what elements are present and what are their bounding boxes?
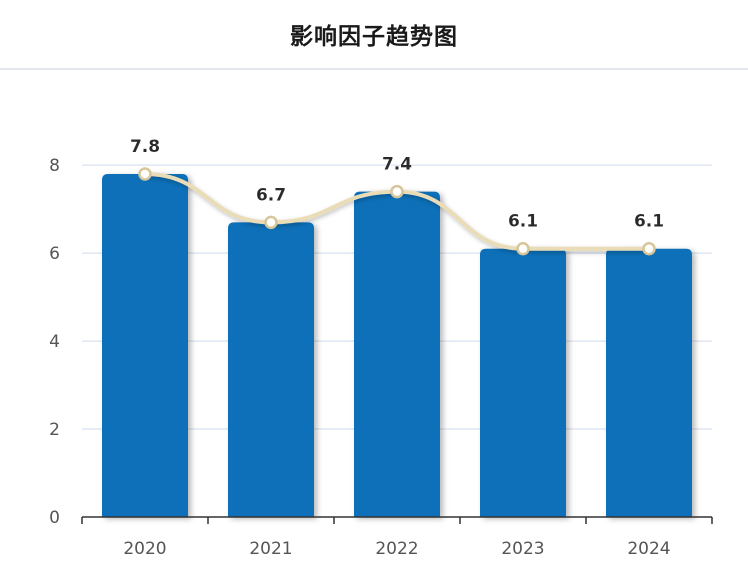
chart-title: 影响因子趋势图 xyxy=(290,24,458,50)
trend-point-2021 xyxy=(264,215,278,230)
y-tick-label-0: 0 xyxy=(49,508,60,528)
data-label-2020: 7.8 xyxy=(130,137,160,157)
axes: 0 2 4 6 8 2020 2021 2022 2023 2024 xyxy=(49,156,713,559)
x-tick-label-2023: 2023 xyxy=(501,539,544,559)
bars xyxy=(102,173,692,517)
x-tick-label-2021: 2021 xyxy=(249,539,292,559)
y-tick-label-8: 8 xyxy=(49,156,60,176)
trend-line-group xyxy=(138,167,656,256)
trend-point-2024 xyxy=(642,241,656,256)
bar-2024 xyxy=(606,248,692,517)
data-label-2023: 6.1 xyxy=(508,212,538,232)
y-tick-label-2: 2 xyxy=(49,420,60,440)
y-tick-label-6: 6 xyxy=(49,244,60,264)
data-labels: 7.8 6.7 7.4 6.1 6.1 xyxy=(130,137,664,232)
x-tick-label-2022: 2022 xyxy=(375,539,418,559)
x-tick-label-2024: 2024 xyxy=(627,539,670,559)
x-tick-label-2020: 2020 xyxy=(123,539,166,559)
bar-2020 xyxy=(102,173,188,517)
data-label-2021: 6.7 xyxy=(256,185,286,205)
y-tick-label-4: 4 xyxy=(49,332,60,352)
bar-2022 xyxy=(354,191,440,517)
data-label-2022: 7.4 xyxy=(382,155,412,175)
bar-2021 xyxy=(228,222,314,517)
data-label-2024: 6.1 xyxy=(634,212,664,232)
chart-header: 影响因子趋势图 xyxy=(0,0,748,70)
trend-point-2020 xyxy=(138,167,152,181)
trend-point-2023 xyxy=(516,241,530,256)
bar-2023 xyxy=(480,248,566,517)
trend-point-2022 xyxy=(390,184,404,199)
